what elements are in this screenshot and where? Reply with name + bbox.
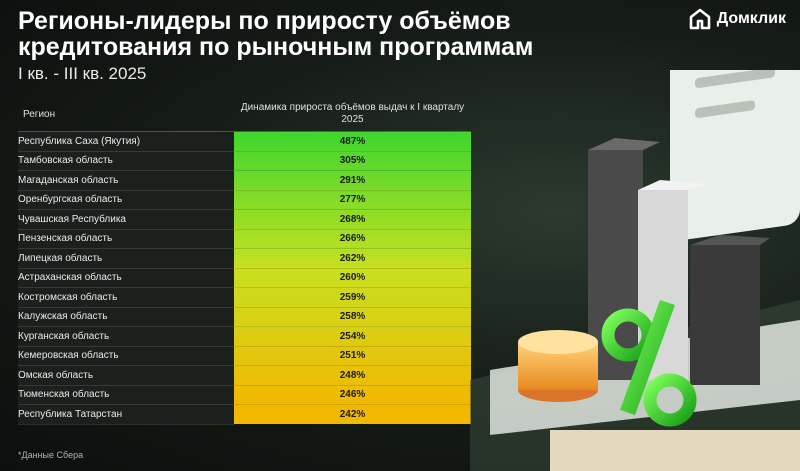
region-name: Республика Татарстан xyxy=(18,404,234,425)
region-name: Омская область xyxy=(18,365,234,386)
region-name: Костромская область xyxy=(18,287,234,308)
growth-value: 268% xyxy=(234,209,471,230)
table-row: Липецкая область 262% xyxy=(18,248,471,269)
table-row: Пензенская область 266% xyxy=(18,229,471,249)
growth-value: 262% xyxy=(234,248,471,269)
table-row: Омская область 248% xyxy=(18,365,471,386)
region-name: Липецкая область xyxy=(18,248,234,269)
growth-value: 305% xyxy=(234,151,471,171)
region-name: Кемеровская область xyxy=(18,346,234,366)
finance-illustration xyxy=(470,70,800,471)
table-header-row: Регион Динамика прироста объёмов выдач к… xyxy=(18,97,471,132)
footnote: *Данные Сбера xyxy=(18,450,84,460)
table-row: Чувашская Республика 268% xyxy=(18,209,471,230)
brand-logo: Домклик xyxy=(689,8,786,30)
table-row: Республика Татарстан 242% xyxy=(18,404,471,425)
table-row: Калужская область 258% xyxy=(18,307,471,327)
growth-value: 248% xyxy=(234,365,471,386)
region-name: Тамбовская область xyxy=(18,151,234,171)
page-title: Регионы-лидеры по приросту объёмов креди… xyxy=(18,7,534,61)
growth-value: 260% xyxy=(234,268,471,288)
growth-value: 259% xyxy=(234,287,471,308)
region-name: Оренбургская область xyxy=(18,190,234,210)
growth-value: 251% xyxy=(234,346,471,366)
table-row: Кемеровская область 251% xyxy=(18,346,471,366)
growth-value: 254% xyxy=(234,326,471,347)
region-name: Астраханская область xyxy=(18,268,234,288)
page-subtitle: I кв. - III кв. 2025 xyxy=(18,64,147,83)
regions-table: Регион Динамика прироста объёмов выдач к… xyxy=(18,97,471,425)
region-name: Чувашская Республика xyxy=(18,209,234,230)
region-name: Курганская область xyxy=(18,326,234,347)
growth-value: 277% xyxy=(234,190,471,210)
house-icon xyxy=(689,8,711,30)
table-row: Астраханская область 260% xyxy=(18,268,471,288)
region-name: Тюменская область xyxy=(18,385,234,405)
table-row: Костромская область 259% xyxy=(18,287,471,308)
growth-value: 246% xyxy=(234,385,471,405)
column-header-region: Регион xyxy=(18,97,234,132)
growth-value: 258% xyxy=(234,307,471,327)
table-row: Тюменская область 246% xyxy=(18,385,471,405)
growth-value: 487% xyxy=(234,131,471,152)
table-row: Курганская область 254% xyxy=(18,326,471,347)
region-name: Пензенская область xyxy=(18,229,234,249)
logo-text: Домклик xyxy=(716,10,786,27)
table-row: Оренбургская область 277% xyxy=(18,190,471,210)
region-name: Магаданская область xyxy=(18,170,234,191)
table-row: Магаданская область 291% xyxy=(18,170,471,191)
table-row: Тамбовская область 305% xyxy=(18,151,471,171)
growth-value: 291% xyxy=(234,170,471,191)
table-row: Республика Саха (Якутия) 487% xyxy=(18,131,471,152)
region-name: Республика Саха (Якутия) xyxy=(18,131,234,152)
column-header-growth: Динамика прироста объёмов выдач к I квар… xyxy=(234,97,471,132)
region-name: Калужская область xyxy=(18,307,234,327)
growth-value: 266% xyxy=(234,229,471,249)
growth-value: 242% xyxy=(234,404,471,425)
